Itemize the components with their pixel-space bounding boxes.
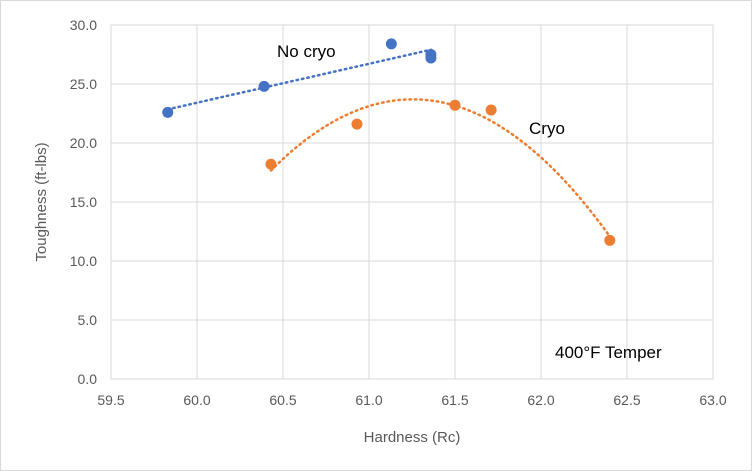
trendline-no-cryo xyxy=(166,48,433,111)
y-axis-title: Toughness (ft-lbs) xyxy=(33,142,50,261)
annotation-no-cryo: No cryo xyxy=(277,42,336,61)
data-point-cryo xyxy=(265,158,277,170)
data-point-cryo xyxy=(604,234,616,246)
data-point-no-cryo xyxy=(385,38,397,50)
x-tick-label: 63.0 xyxy=(699,392,726,408)
x-tick-label: 59.5 xyxy=(97,392,124,408)
data-point-no-cryo xyxy=(162,106,174,118)
x-tick-label: 61.5 xyxy=(441,392,468,408)
y-tick-label: 0.0 xyxy=(78,371,98,387)
y-tick-label: 5.0 xyxy=(78,312,98,328)
y-tick-label: 30.0 xyxy=(70,17,97,33)
x-tick-label: 62.0 xyxy=(527,392,554,408)
annotation-temper: 400°F Temper xyxy=(555,343,662,362)
y-tick-label: 20.0 xyxy=(70,135,97,151)
trendline-cryo xyxy=(269,98,612,238)
x-axis-title: Hardness (Rc) xyxy=(364,429,461,446)
data-point-no-cryo xyxy=(258,80,270,92)
x-tick-label: 62.5 xyxy=(613,392,640,408)
data-point-cryo xyxy=(485,104,497,116)
x-tick-label: 60.0 xyxy=(183,392,210,408)
annotation-cryo: Cryo xyxy=(529,119,565,138)
y-tick-label: 15.0 xyxy=(70,194,97,210)
data-point-cryo xyxy=(449,99,461,111)
x-tick-label: 61.0 xyxy=(355,392,382,408)
y-tick-label: 10.0 xyxy=(70,253,97,269)
data-point-cryo xyxy=(351,118,363,130)
x-tick-label: 60.5 xyxy=(269,392,296,408)
y-tick-label: 25.0 xyxy=(70,76,97,92)
data-point-no-cryo xyxy=(425,52,437,64)
